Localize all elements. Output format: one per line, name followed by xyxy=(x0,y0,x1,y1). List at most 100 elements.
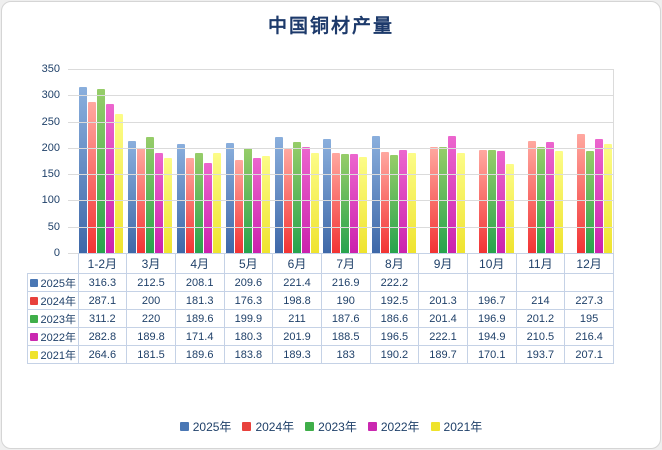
bar-2021年-11月 xyxy=(554,151,563,253)
y-axis: 0 50 100 150 200 250 300 350 xyxy=(2,63,60,259)
bar-2025年-6月 xyxy=(274,136,283,253)
y-axis-tick-label: 250 xyxy=(41,115,60,128)
y-axis-tick-label: 150 xyxy=(41,168,60,181)
bar-slot xyxy=(448,69,457,253)
bar-slot xyxy=(390,69,399,253)
bar-slot xyxy=(164,69,173,253)
value-cell: 201.4 xyxy=(418,309,468,328)
bar-slot xyxy=(536,69,545,253)
legend-label: 2022年 xyxy=(380,420,420,434)
table-row-2025年: 2025年 316.3 212.5 208.1 209.6 221.4 216.9 222.2 xyxy=(27,273,614,292)
bar-slot xyxy=(323,69,332,253)
series-name: 2022年 xyxy=(40,331,76,344)
bar-slot xyxy=(554,69,563,253)
legend-key-icon xyxy=(305,422,315,431)
bar-2021年-7月 xyxy=(359,156,368,253)
bar-slot xyxy=(155,69,164,253)
bar-slot xyxy=(128,69,137,253)
value-cell: 189.7 xyxy=(418,345,468,364)
bar-group-7月 xyxy=(321,69,370,253)
y-axis-tick-label: 300 xyxy=(41,89,60,102)
bar-slot xyxy=(252,69,261,253)
legend-key-icon xyxy=(179,422,189,431)
value-cell: 201.9 xyxy=(272,327,322,346)
value-cell xyxy=(515,273,566,292)
bar-group-11月 xyxy=(516,69,565,253)
value-cell: 222.1 xyxy=(418,327,468,346)
value-cell: 181.3 xyxy=(174,291,225,310)
bar-slot xyxy=(399,69,408,253)
chart-legend: 2025年 2024年 2023年 2022年 2021年 xyxy=(2,418,660,435)
value-cell: 192.5 xyxy=(369,291,420,310)
bars-layer xyxy=(77,69,614,253)
bar-2022年-10月 xyxy=(496,150,505,253)
legend-item-2025年: 2025年 xyxy=(179,418,232,435)
value-cell: 311.2 xyxy=(77,309,128,328)
bar-slot xyxy=(519,69,527,253)
bar-2024年-9月 xyxy=(430,147,439,253)
month-header-cell: 8月 xyxy=(369,253,420,274)
bar-2021年-6月 xyxy=(310,153,319,253)
bar-2024年-1-2月 xyxy=(88,102,97,253)
bar-2025年-5月 xyxy=(225,142,234,253)
bar-group-1-2月 xyxy=(77,69,126,253)
bar-slot xyxy=(301,69,310,253)
data-table: 1-2月 3月 4月 5月 6月 7月 8月 9月 10月 11月 12月 2025年 316.3 212… xyxy=(27,253,614,364)
bar-2024年-5月 xyxy=(234,160,243,253)
gridline-y-100 xyxy=(68,200,614,202)
value-cell: 196.9 xyxy=(466,309,517,328)
chart-title: 中国铜材产量 xyxy=(267,16,394,37)
legend-key-icon xyxy=(29,350,38,359)
bar-slot xyxy=(195,69,204,253)
bar-2022年-6月 xyxy=(301,146,310,253)
bar-slot xyxy=(439,69,448,253)
value-cell: 316.3 xyxy=(77,273,128,292)
bar-2025年-8月 xyxy=(372,136,381,253)
bar-group-8月 xyxy=(370,69,419,253)
bar-group-6月 xyxy=(272,69,321,253)
legend-label: 2024年 xyxy=(255,420,295,434)
value-cell: 183.8 xyxy=(223,345,274,364)
bar-group-4月 xyxy=(175,69,224,253)
plot-right-border xyxy=(613,69,614,253)
bar-2023年-4月 xyxy=(195,153,204,253)
value-cell: 227.3 xyxy=(564,291,614,310)
value-cell: 210.5 xyxy=(515,327,566,346)
month-header-cell: 5月 xyxy=(223,253,274,274)
bar-group-3月 xyxy=(126,69,175,253)
series-label-cell: 2021年 xyxy=(27,345,79,364)
value-cell xyxy=(564,273,614,292)
value-cell: 264.6 xyxy=(77,345,128,364)
month-header-cell: 3月 xyxy=(126,253,176,274)
legend-key-icon xyxy=(29,332,38,341)
month-header-cell: 11月 xyxy=(515,253,566,274)
value-cell: 198.8 xyxy=(272,291,322,310)
bar-slot xyxy=(527,69,536,253)
legend-label: 2025年 xyxy=(192,420,232,434)
value-cell: 189.3 xyxy=(272,345,322,364)
bar-slot xyxy=(350,69,359,253)
bar-slot xyxy=(88,69,97,253)
table-corner-cell xyxy=(28,254,79,274)
value-cell: 208.1 xyxy=(174,273,225,292)
bar-slot xyxy=(283,69,292,253)
bar-slot xyxy=(372,69,381,253)
bar-slot xyxy=(478,69,487,253)
value-cell: 189.8 xyxy=(126,327,176,346)
gridline-y-200 xyxy=(68,147,614,149)
bar-2022年-9月 xyxy=(448,136,457,253)
bar-slot xyxy=(243,69,252,253)
bar-slot xyxy=(186,69,195,253)
plot-area xyxy=(68,69,614,254)
bar-2023年-11月 xyxy=(536,147,545,253)
value-cell: 201.2 xyxy=(515,309,566,328)
series-name: 2025年 xyxy=(40,277,76,290)
value-cell: 222.2 xyxy=(369,273,420,292)
month-header-cell: 9月 xyxy=(418,253,468,274)
value-cell: 287.1 xyxy=(77,291,128,310)
value-cell: 282.8 xyxy=(77,327,128,346)
value-cell: 221.4 xyxy=(272,273,322,292)
month-header-cell: 4月 xyxy=(174,253,225,274)
data-table-body: 1-2月 3月 4月 5月 6月 7月 8月 9月 10月 11月 12月 2025年 316.3 212… xyxy=(27,253,614,364)
legend-label: 2021年 xyxy=(443,420,483,434)
